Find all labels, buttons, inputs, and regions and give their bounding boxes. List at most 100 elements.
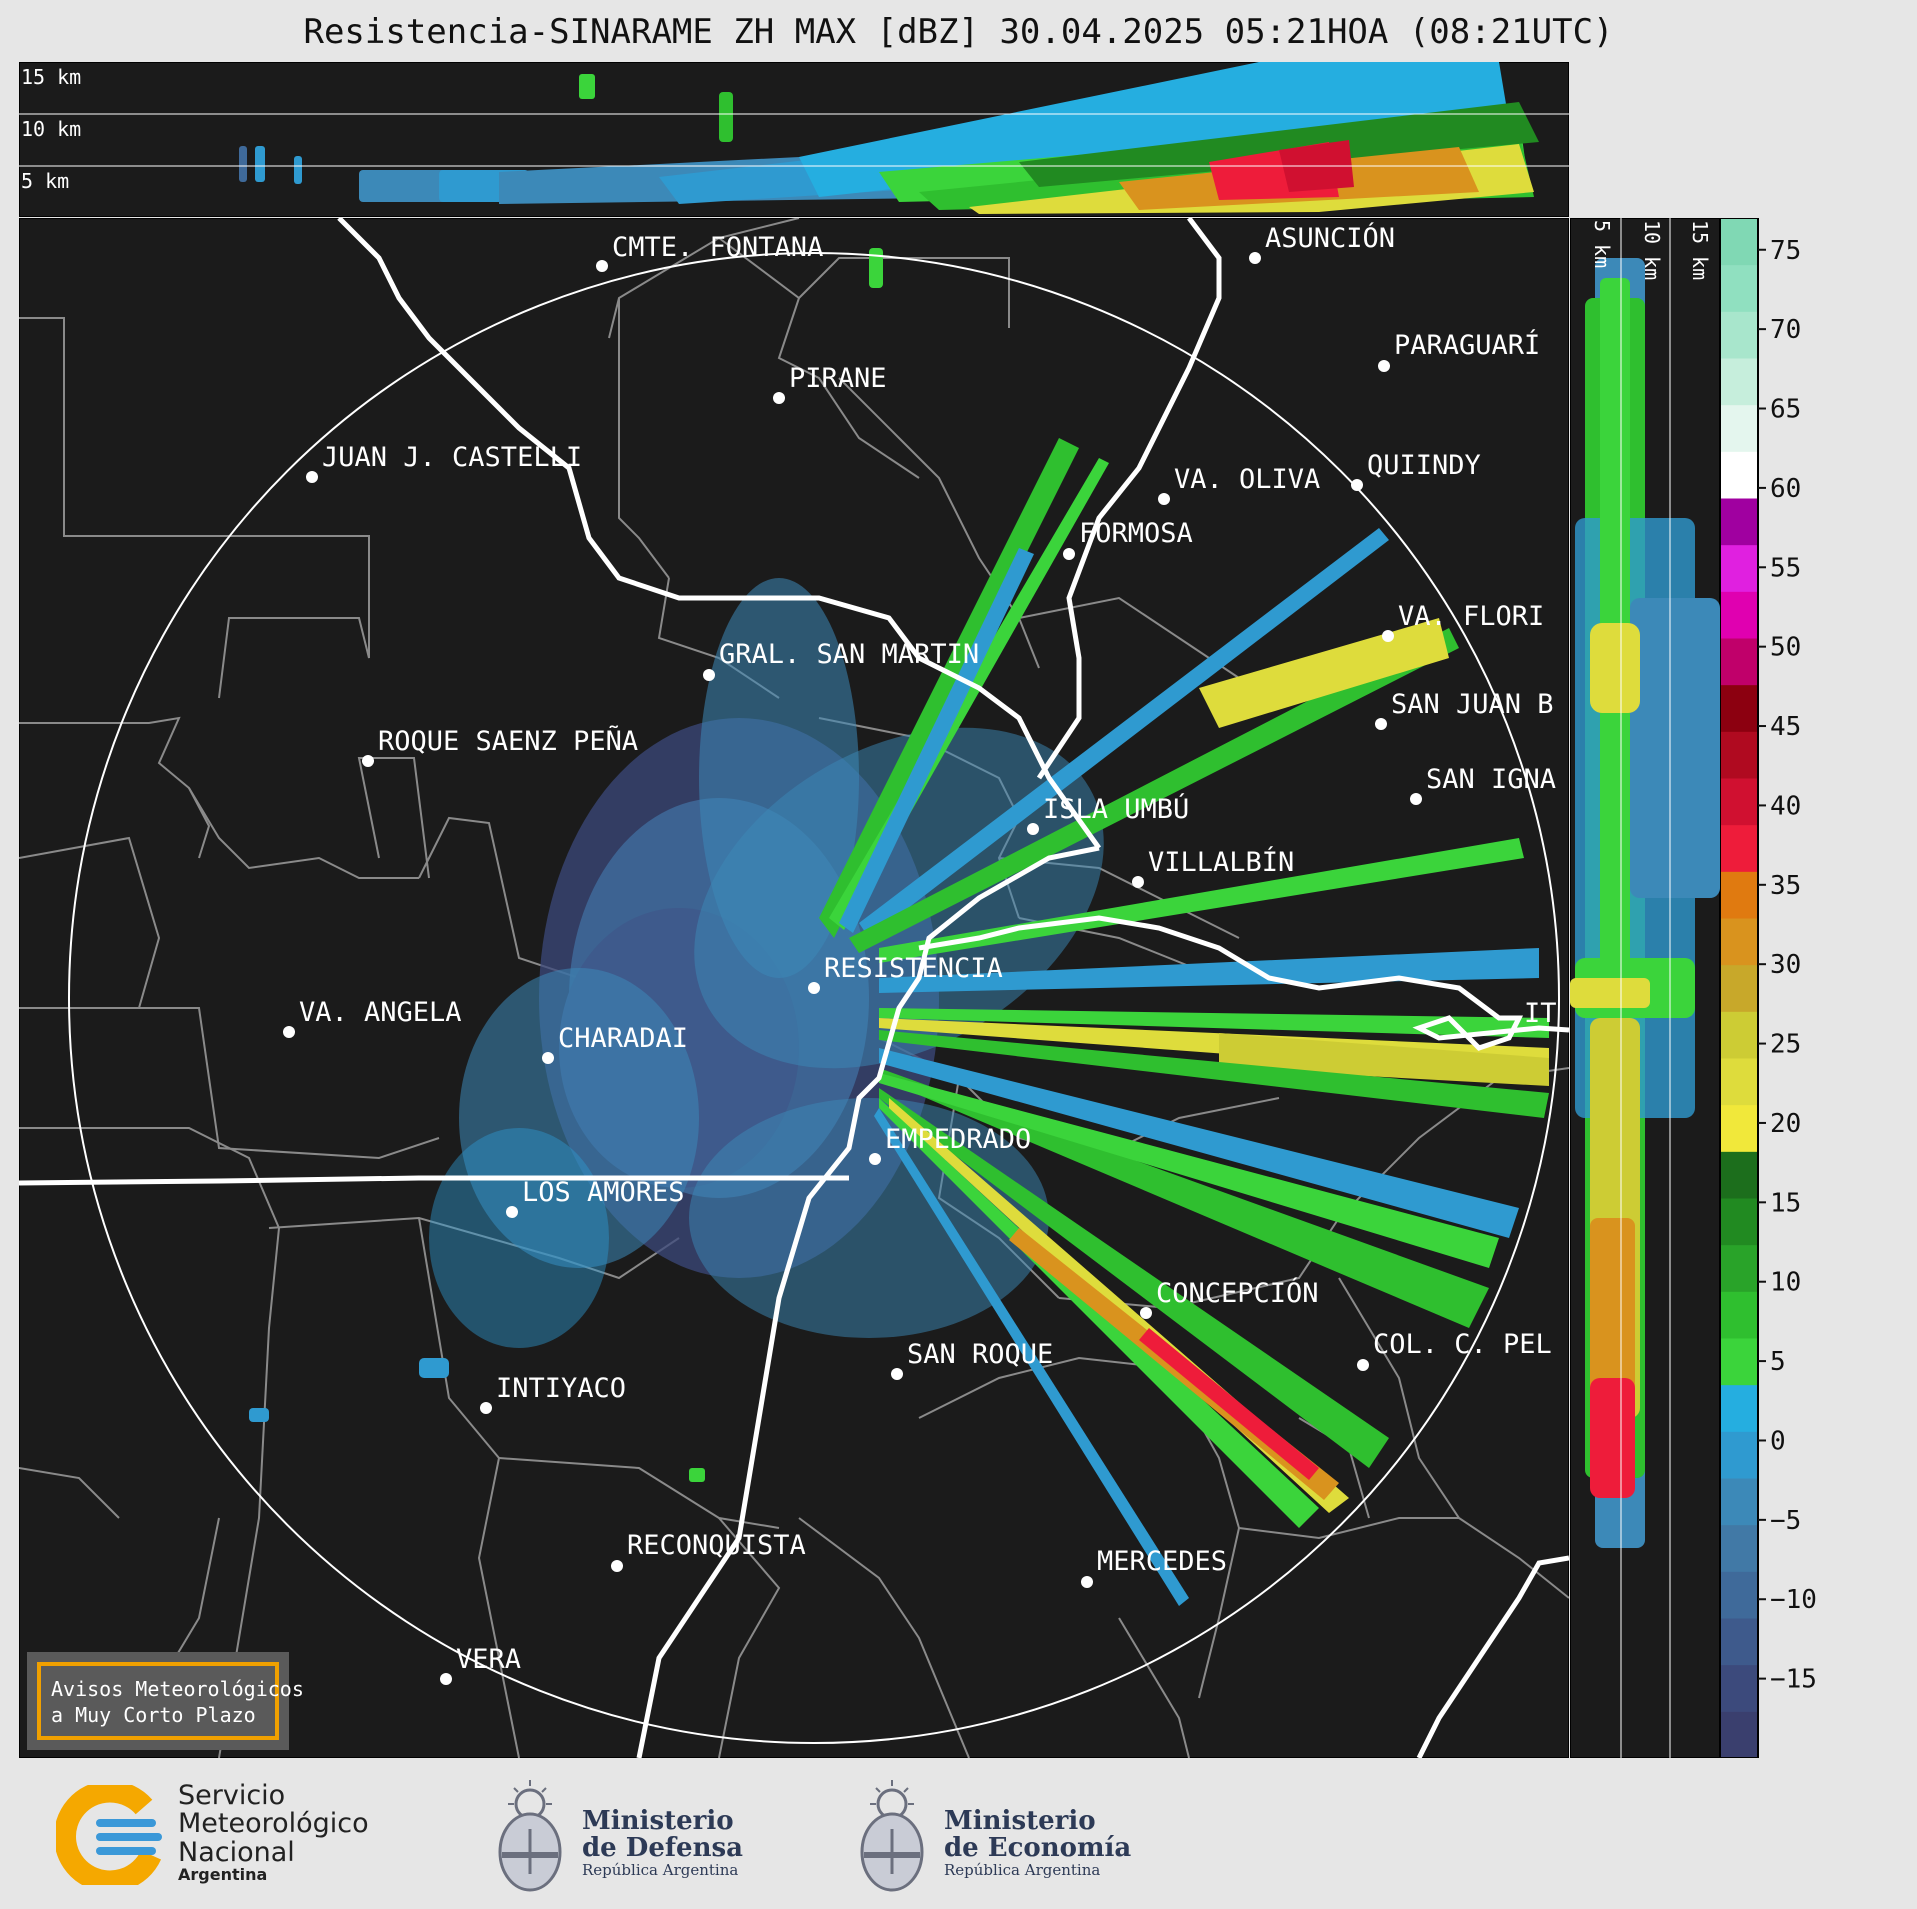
- colorbar-tick-label: 10: [1770, 1268, 1801, 1298]
- svg-text:JUAN J. CASTELLI: JUAN J. CASTELLI: [322, 442, 582, 473]
- top-height-label-10: 10 km: [21, 117, 81, 141]
- smn-line-4: Argentina: [178, 1865, 268, 1885]
- radar-map-panel: CMTE. FONTANA ASUNCIÓN PARAGUARÍ PIRANE …: [19, 218, 1569, 1758]
- colorbar-band: [1720, 731, 1758, 779]
- notice-line-2: a Muy Corto Plazo: [51, 1703, 256, 1727]
- city-gral-san-martin: GRAL. SAN MARTIN: [703, 639, 979, 681]
- colorbar-tick-label: 45: [1770, 712, 1801, 742]
- notice-box: Avisos Meteorológicos a Muy Corto Plazo: [27, 1652, 304, 1750]
- city-intiyaco: INTIYACO: [480, 1373, 626, 1414]
- radar-echoes: [249, 248, 1549, 1606]
- colorbar-tick-label: 55: [1770, 553, 1801, 583]
- city-va-oliva: VA. OLIVA: [1158, 464, 1320, 505]
- city-san-igna: SAN IGNA: [1410, 764, 1556, 805]
- colorbar-band: [1720, 1664, 1758, 1712]
- footer: Servicio Meteorológico Nacional Argentin…: [0, 1760, 1917, 1909]
- side-echo-layer: [1570, 258, 1720, 1548]
- chart-title: Resistencia-SINARAME ZH MAX [dBZ] 30.04.…: [303, 12, 1614, 52]
- colorbar-tick-label: 65: [1770, 395, 1801, 425]
- colorbar-band: [1720, 1291, 1758, 1339]
- svg-text:RESISTENCIA: RESISTENCIA: [824, 953, 1003, 984]
- city-san-roque: SAN ROQUE: [891, 1339, 1053, 1380]
- smn-line-3: Nacional: [178, 1836, 295, 1868]
- smn-text: Servicio Meteorológico Nacional Argentin…: [178, 1780, 369, 1885]
- city-san-juan-b: SAN JUAN B: [1375, 689, 1554, 730]
- city-villalbin: VILLALBÍN: [1132, 846, 1294, 888]
- smn-line-2: Meteorológico: [178, 1808, 369, 1840]
- colorbar-band: [1720, 1104, 1758, 1152]
- radar-range-ring: [68, 252, 1560, 1744]
- top-height-label-15: 15 km: [21, 65, 81, 89]
- city-it: IT: [1524, 998, 1557, 1029]
- smn-emblem-icon: [54, 1780, 162, 1893]
- city-los-amores: LOS AMORES: [506, 1177, 685, 1218]
- city-va-flori: VA. FLORI: [1382, 601, 1544, 642]
- city-pirane: PIRANE: [773, 363, 887, 404]
- colorbar-band: [1720, 871, 1758, 919]
- colorbar-band: [1720, 358, 1758, 406]
- colorbar-band: [1720, 1198, 1758, 1246]
- smn-logo: [54, 1780, 166, 1893]
- colorbar-band: [1720, 1618, 1758, 1666]
- economia-line-1: Ministerio: [944, 1806, 1096, 1836]
- svg-text:PARAGUARÍ: PARAGUARÍ: [1394, 329, 1540, 361]
- city-col-c-pel: COL. C. PEL: [1357, 1329, 1552, 1371]
- colorbar-band: [1720, 824, 1758, 872]
- city-asuncion: ASUNCIÓN: [1249, 222, 1395, 264]
- coat-of-arms-icon: [860, 1780, 924, 1892]
- defensa-text: Ministerio de Defensa República Argentin…: [582, 1807, 743, 1878]
- economia-text: Ministerio de Economía República Argenti…: [944, 1806, 1132, 1879]
- colorbar-tick-label: 20: [1770, 1109, 1801, 1139]
- colorbar-band: [1720, 1338, 1758, 1386]
- svg-text:QUIINDY: QUIINDY: [1367, 450, 1481, 481]
- colorbar-band: [1720, 684, 1758, 732]
- colorbar-band: [1720, 1571, 1758, 1619]
- city-isla-umbu: ISLA UMBÚ: [1027, 793, 1189, 835]
- svg-text:SAN IGNA: SAN IGNA: [1426, 764, 1556, 795]
- economia-line-2: de Economía: [944, 1833, 1132, 1864]
- svg-text:CHARADAI: CHARADAI: [558, 1023, 688, 1054]
- colorbar-tick-label: 30: [1770, 950, 1801, 980]
- city-paraguari: PARAGUARÍ: [1378, 329, 1540, 372]
- city-charadai: CHARADAI: [542, 1023, 688, 1064]
- city-concepcion: CONCEPCIÓN: [1140, 1277, 1319, 1319]
- city-roque-saenz-pena: ROQUE SAENZ PEÑA: [362, 725, 638, 767]
- colorbar-band: [1720, 778, 1758, 826]
- svg-text:RECONQUISTA: RECONQUISTA: [627, 1530, 806, 1561]
- svg-text:LOS AMORES: LOS AMORES: [522, 1177, 685, 1208]
- svg-text:VILLALBÍN: VILLALBÍN: [1148, 846, 1294, 878]
- city-va-angela: VA. ANGELA: [283, 997, 462, 1038]
- svg-text:PIRANE: PIRANE: [789, 363, 887, 394]
- svg-text:CONCEPCIÓN: CONCEPCIÓN: [1156, 1277, 1319, 1309]
- colorbar-tick-label: 60: [1770, 474, 1801, 504]
- colorbar-band: [1720, 591, 1758, 639]
- colorbar-tick-label: 40: [1770, 791, 1801, 821]
- colorbar-tick-label: −5: [1770, 1506, 1801, 1536]
- colorbar-tick-label: 50: [1770, 633, 1801, 663]
- city-resistencia: RESISTENCIA: [808, 953, 1003, 994]
- colorbar-band: [1720, 1524, 1758, 1572]
- svg-text:VA. FLORI: VA. FLORI: [1398, 601, 1544, 632]
- coat-of-arms-icon: [498, 1780, 562, 1892]
- colorbar-band: [1720, 1711, 1758, 1758]
- colorbar-tick-label: 5: [1770, 1347, 1786, 1377]
- city-mercedes: MERCEDES: [1081, 1546, 1227, 1588]
- economia-logo: [852, 1774, 932, 1898]
- side-height-label-5: 5 km: [1590, 220, 1614, 268]
- svg-text:GRAL. SAN MARTIN: GRAL. SAN MARTIN: [719, 639, 979, 670]
- svg-text:COL. C. PEL: COL. C. PEL: [1373, 1329, 1552, 1360]
- city-cmte-fontana: CMTE. FONTANA: [596, 232, 823, 272]
- colorbar-band: [1720, 264, 1758, 312]
- city-vera: VERA: [440, 1644, 521, 1685]
- colorbar-tick-label: −15: [1770, 1665, 1817, 1695]
- economia-line-3: República Argentina: [944, 1860, 1101, 1879]
- colorbar-band: [1720, 1011, 1758, 1059]
- defensa-line-2: de Defensa: [582, 1833, 743, 1864]
- smn-line-1: Servicio: [178, 1780, 286, 1811]
- top-height-label-5: 5 km: [21, 169, 69, 193]
- top-cross-section-panel: 15 km 10 km 5 km: [19, 62, 1569, 217]
- colorbar-band: [1720, 1244, 1758, 1292]
- side-height-label-15: 15 km: [1688, 220, 1712, 280]
